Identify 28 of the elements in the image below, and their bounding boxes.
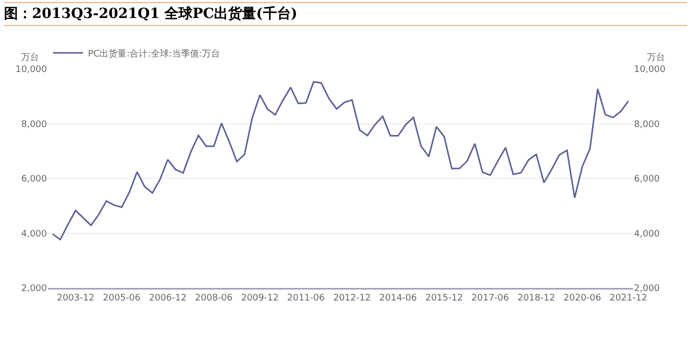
x-tick-label: 2014-06: [379, 293, 418, 304]
y2-tick-label: 10,000: [634, 65, 666, 76]
x-tick-label: 2006-12: [148, 293, 187, 304]
x-tick-label: 2017-06: [471, 293, 510, 304]
x-tick-label: 2003-12: [56, 293, 94, 304]
y2-tick-label: 8,000: [634, 120, 660, 130]
x-tick-label: 2020-06: [564, 293, 602, 304]
y-tick-label: 2,000: [21, 284, 48, 294]
y-axis-title: 万台: [21, 52, 39, 63]
x-tick-label: 2012-12: [333, 293, 371, 304]
y2-axis-title: 万台: [647, 52, 665, 63]
chart-title: 图：2013Q3-2021Q1 全球PC出货量(千台): [4, 2, 687, 26]
y2-tick-label: 4,000: [634, 229, 660, 240]
x-tick-label: 2018-12: [517, 293, 556, 304]
x-tick-label: 2021-12: [610, 293, 648, 304]
x-tick-label: 2005-06: [102, 293, 141, 304]
x-tick-label: 2011-06: [287, 293, 326, 304]
y-tick-label: 10,000: [16, 65, 48, 76]
x-tick-label: 2008-06: [195, 293, 233, 304]
y-tick-label: 6,000: [21, 174, 48, 185]
x-tick-label: 2015-12: [425, 293, 463, 304]
line-series: [52, 81, 630, 240]
y-tick-label: 4,000: [21, 229, 48, 240]
y-tick-label: 8,000: [21, 120, 48, 130]
y2-tick-label: 2,000: [634, 284, 660, 294]
y2-tick-label: 6,000: [634, 174, 660, 185]
x-tick-label: 2009-12: [241, 293, 279, 304]
legend-label: PC出货量:合计:全球:当季值:万台: [88, 48, 220, 60]
